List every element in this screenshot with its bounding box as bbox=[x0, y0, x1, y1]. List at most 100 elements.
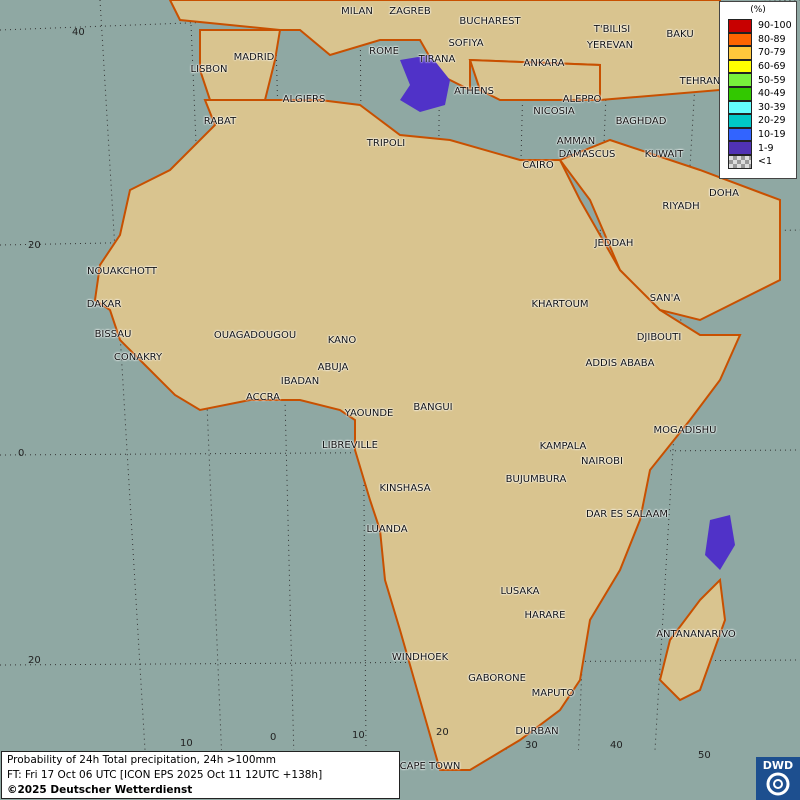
legend-label: 20-29 bbox=[758, 115, 786, 127]
grid-label: 40 bbox=[72, 27, 85, 38]
city-label: ANTANANARIVO bbox=[656, 629, 736, 640]
city-label: ATHENS bbox=[454, 86, 494, 97]
grid-label: 20 bbox=[28, 240, 41, 251]
city-label: GABORONE bbox=[468, 673, 526, 684]
city-label: SAN'A bbox=[649, 293, 681, 304]
city-label: DOHA bbox=[709, 188, 739, 199]
city-label: KAMPALA bbox=[539, 441, 587, 452]
legend-item: 70-79 bbox=[728, 46, 796, 60]
forecast-time: FT: Fri 17 Oct 06 UTC [ICON EPS 2025 Oct… bbox=[7, 769, 323, 781]
city-label: MOGADISHU bbox=[653, 425, 717, 436]
legend-item: 20-29 bbox=[728, 114, 796, 128]
city-label: ROME bbox=[369, 46, 399, 57]
city-label: DAMASCUS bbox=[558, 149, 616, 160]
city-label: RABAT bbox=[203, 116, 237, 127]
city-label: YAOUNDE bbox=[344, 408, 394, 419]
longitude-line bbox=[99, 0, 146, 751]
legend-item: 10-19 bbox=[728, 127, 796, 142]
legend-item: 40-49 bbox=[728, 86, 796, 101]
city-label: MADRID bbox=[233, 52, 275, 63]
city-label: KANO bbox=[327, 335, 357, 346]
city-label: CAIRO bbox=[522, 160, 554, 171]
grid-label: 10 bbox=[180, 738, 193, 749]
city-label: TIRANA bbox=[418, 54, 456, 65]
city-label: KUWAIT bbox=[644, 149, 684, 160]
city-label: DURBAN bbox=[515, 726, 559, 737]
legend-swatch bbox=[728, 59, 752, 74]
legend-item: 50-59 bbox=[728, 73, 796, 87]
legend-item: 60-69 bbox=[728, 59, 796, 74]
grid-label: 0 bbox=[270, 732, 277, 743]
legend-swatch bbox=[728, 46, 752, 60]
city-label: NAIROBI bbox=[581, 456, 623, 467]
city-label: BUJUMBURA bbox=[505, 474, 567, 485]
city-label: CAPE TOWN bbox=[399, 761, 461, 772]
precip-italy bbox=[400, 55, 450, 112]
city-label: ALEPPO bbox=[562, 94, 602, 105]
legend-swatch bbox=[728, 73, 752, 87]
legend-item: 30-39 bbox=[728, 100, 796, 115]
product-title: Probability of 24h Total precipitation, … bbox=[7, 754, 276, 766]
city-label: ABUJA bbox=[317, 362, 349, 373]
info-box: Probability of 24h Total precipitation, … bbox=[1, 751, 400, 799]
city-label: ACCRA bbox=[245, 392, 281, 403]
grid-label: 20 bbox=[436, 727, 449, 738]
legend-swatch bbox=[728, 114, 752, 128]
legend-swatch bbox=[728, 19, 752, 33]
legend-swatch bbox=[728, 141, 752, 155]
legend-swatch bbox=[728, 154, 752, 169]
legend-label: 70-79 bbox=[758, 47, 786, 59]
legend-item: 90-100 bbox=[728, 19, 796, 33]
legend-label: 80-89 bbox=[758, 33, 786, 45]
africa bbox=[93, 99, 742, 771]
city-label: DAR ES SALAAM bbox=[585, 509, 669, 520]
city-label: MAPUTO bbox=[531, 688, 575, 699]
legend: (%) 90-100 80-89 70-79 60-69 50-59 40-49 30-39… bbox=[719, 1, 797, 179]
city-label: BISSAU bbox=[94, 329, 132, 340]
city-label: OUAGADOUGOU bbox=[213, 330, 297, 341]
city-label: ZAGREB bbox=[389, 6, 431, 17]
city-label: BANGUI bbox=[413, 402, 453, 413]
legend-label: 40-49 bbox=[758, 88, 786, 100]
city-label: SOFIYA bbox=[448, 38, 484, 49]
city-label: ANKARA bbox=[523, 58, 565, 69]
grid-label: 30 bbox=[525, 740, 538, 751]
arabia bbox=[558, 138, 781, 322]
legend-swatch bbox=[728, 127, 752, 142]
legend-swatch bbox=[728, 32, 752, 47]
legend-item: 80-89 bbox=[728, 32, 796, 47]
city-label: ALGIERS bbox=[282, 94, 326, 105]
legend-swatch bbox=[728, 100, 752, 115]
city-label: LIBREVILLE bbox=[322, 440, 378, 451]
anatolia bbox=[468, 58, 601, 101]
legend-label: 1-9 bbox=[758, 142, 774, 154]
grid-label: 40 bbox=[610, 740, 623, 751]
city-label: CONAKRY bbox=[113, 352, 163, 363]
legend-label: 10-19 bbox=[758, 129, 786, 141]
city-label: ADDIS ABABA bbox=[585, 358, 655, 369]
city-label: WINDHOEK bbox=[391, 652, 449, 663]
city-label: LUANDA bbox=[366, 524, 408, 535]
madagascar bbox=[658, 577, 727, 702]
city-label: MILAN bbox=[341, 6, 373, 17]
legend-label: 90-100 bbox=[758, 20, 792, 32]
legend-swatch bbox=[728, 86, 752, 101]
city-label: AMMAN bbox=[556, 136, 596, 147]
precip-indian-ocean bbox=[705, 515, 735, 570]
grid-label: 50 bbox=[698, 750, 711, 761]
legend-label: 30-39 bbox=[758, 101, 786, 113]
city-label: DAKAR bbox=[86, 299, 122, 310]
city-label: TRIPOLI bbox=[366, 138, 406, 149]
city-label: IBADAN bbox=[280, 376, 320, 387]
city-label: BAGHDAD bbox=[615, 116, 667, 127]
legend-label: 50-59 bbox=[758, 74, 786, 86]
city-label: HARARE bbox=[524, 610, 566, 621]
city-label: BUCHAREST bbox=[459, 16, 521, 27]
city-label: T'BILISI bbox=[593, 24, 631, 35]
grid-label: 20 bbox=[28, 655, 41, 666]
grid-label: 10 bbox=[352, 730, 365, 741]
dwd-logo: DWD bbox=[756, 757, 800, 800]
city-label: NOUAKCHOTT bbox=[87, 266, 157, 277]
city-label: NICOSIA bbox=[533, 106, 575, 117]
